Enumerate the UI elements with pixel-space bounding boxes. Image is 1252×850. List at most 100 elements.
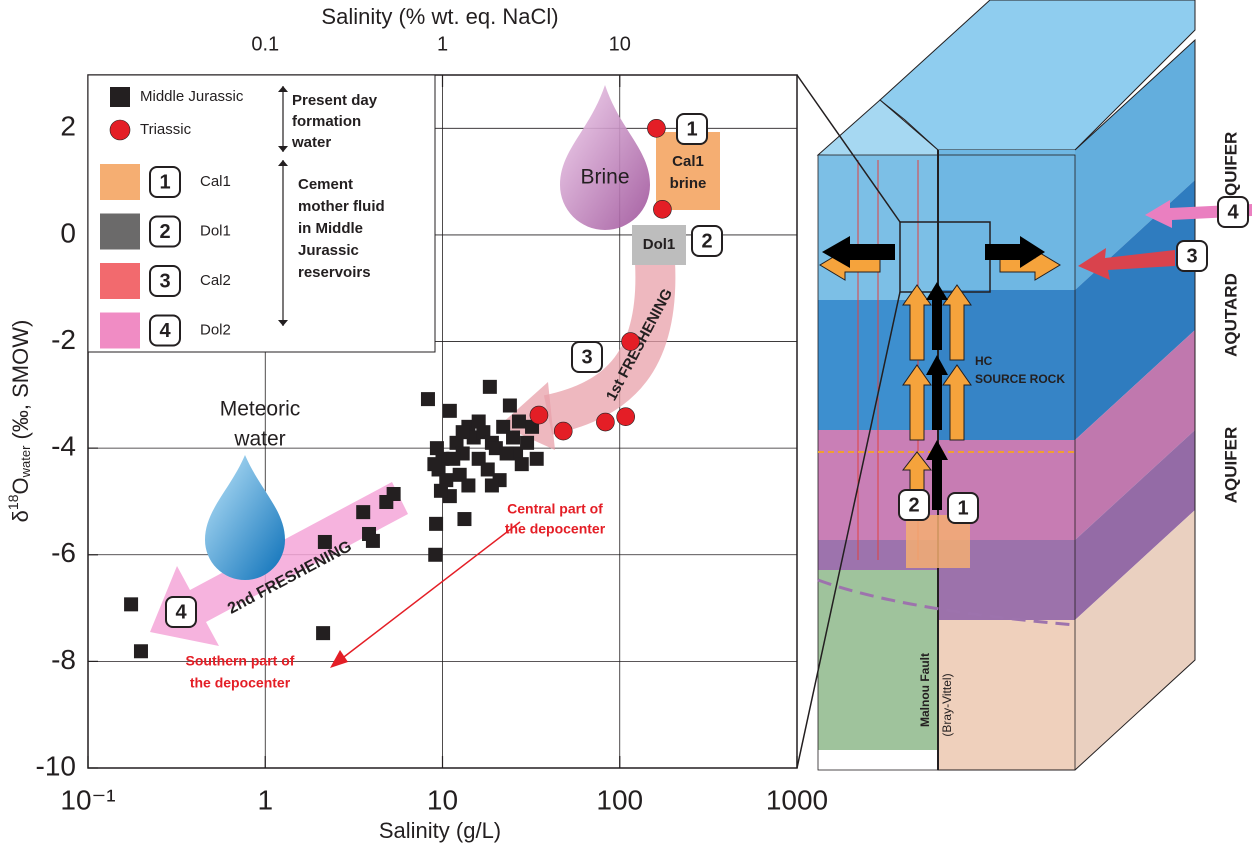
legend-swatch — [100, 164, 140, 200]
pointer-line — [339, 521, 521, 661]
legend-note: Cement — [298, 176, 353, 193]
y-tick-label: -10 — [36, 750, 76, 781]
point — [449, 435, 464, 450]
number-label: 3 — [581, 346, 592, 368]
number-box — [149, 314, 181, 347]
number-box — [1176, 240, 1208, 272]
point — [124, 597, 139, 612]
point — [356, 505, 371, 520]
annotation: Dol1 — [643, 236, 676, 253]
legend-note: Jurassic — [298, 242, 359, 259]
number-label: 1 — [686, 118, 697, 140]
number-label: 4 — [175, 601, 187, 623]
number-label: 4 — [159, 320, 171, 342]
point — [488, 441, 503, 456]
number-label: 3 — [159, 270, 170, 292]
point — [502, 398, 517, 413]
legend-label: Dol2 — [200, 321, 231, 338]
number-box — [1217, 196, 1249, 228]
legend-arrowhead — [278, 86, 288, 92]
y-tick-label: -2 — [51, 324, 76, 355]
annotation: the depocenter — [505, 521, 606, 537]
annotation: brine — [670, 175, 707, 192]
y-tick-label: -6 — [51, 537, 76, 568]
number-box — [149, 166, 181, 198]
point — [476, 425, 491, 440]
annotation: Central part of — [507, 501, 603, 517]
point — [471, 414, 486, 429]
legend-arrowhead — [278, 160, 288, 166]
x2-tick-label: 10 — [609, 33, 631, 55]
point — [529, 451, 544, 466]
point — [317, 534, 332, 549]
point — [506, 430, 521, 445]
annotation: Brine — [580, 166, 629, 189]
legend-label: Cal2 — [200, 272, 231, 289]
point — [386, 486, 401, 501]
point — [496, 419, 511, 434]
block-diagram: AQUIFER AQUTARD AQUIFER HC SOURCE ROCK M… — [796, 0, 1252, 771]
dol1-box — [632, 225, 686, 265]
x-tick-label: 1000 — [766, 784, 828, 815]
point — [616, 407, 635, 427]
annotation: Cal1 — [672, 153, 704, 170]
point — [439, 473, 454, 488]
x-axis-title: Salinity (g/L) — [379, 818, 501, 843]
legend-note: mother fluid — [298, 198, 385, 215]
legend-note: water — [291, 134, 331, 151]
x-tick-label: 100 — [596, 784, 643, 815]
point — [520, 435, 535, 450]
point — [529, 405, 549, 425]
point — [499, 446, 514, 461]
point — [442, 403, 457, 418]
number-box — [691, 225, 723, 257]
legend-arrowhead — [278, 146, 288, 152]
freshening-arrow — [543, 260, 676, 435]
point — [482, 379, 497, 394]
number-box — [149, 265, 181, 297]
freshening-arrowhead — [500, 382, 555, 450]
point — [446, 451, 461, 466]
legend-swatch — [100, 312, 140, 349]
point — [461, 478, 476, 493]
pointer-head — [330, 650, 348, 668]
legend-label: Cal1 — [200, 173, 231, 190]
y-tick-label: 2 — [60, 111, 76, 142]
point — [133, 644, 148, 659]
number-label: 2 — [908, 494, 919, 516]
point — [621, 332, 640, 351]
legend-note: formation — [292, 113, 361, 130]
annotation: Southern part of — [186, 653, 295, 669]
zone-label: AQUTARD — [1221, 273, 1240, 357]
legend-entries: Middle Jurassic Triassic 1 Cal1 2 Dol1 3 Cal2 4 D… — [100, 86, 385, 349]
water-drop — [205, 455, 285, 580]
point — [647, 119, 666, 138]
point — [316, 626, 331, 641]
point — [428, 547, 443, 562]
point — [427, 457, 442, 472]
point — [596, 412, 615, 432]
number-box — [149, 215, 181, 248]
legend-note: reservoirs — [298, 264, 371, 281]
legend-label: Middle Jurassic — [140, 88, 244, 105]
number-box — [676, 113, 708, 145]
x2-axis-title: Salinity (% wt. eq. NaCl) — [321, 4, 558, 29]
freshening-arrow — [150, 482, 408, 646]
diagram-label: SOURCE ROCK — [975, 372, 1065, 386]
y-tick-label: -8 — [51, 644, 76, 675]
zone-label: AQUIFER — [1221, 427, 1240, 504]
y-axis-title: δ18Owater (‰, SMOW) — [5, 320, 34, 523]
point — [365, 533, 380, 548]
number-label: 2 — [159, 221, 170, 243]
annotation: Meteoric — [220, 398, 301, 421]
zone-label: AQUIFER — [1221, 132, 1240, 209]
brine-drop — [560, 85, 650, 230]
legend-marker — [110, 87, 130, 107]
number-label: 4 — [1227, 201, 1239, 223]
legend-note: in Middle — [298, 220, 363, 237]
point — [455, 425, 470, 440]
point — [511, 414, 526, 429]
legend-marker — [109, 119, 131, 141]
point — [484, 478, 499, 493]
